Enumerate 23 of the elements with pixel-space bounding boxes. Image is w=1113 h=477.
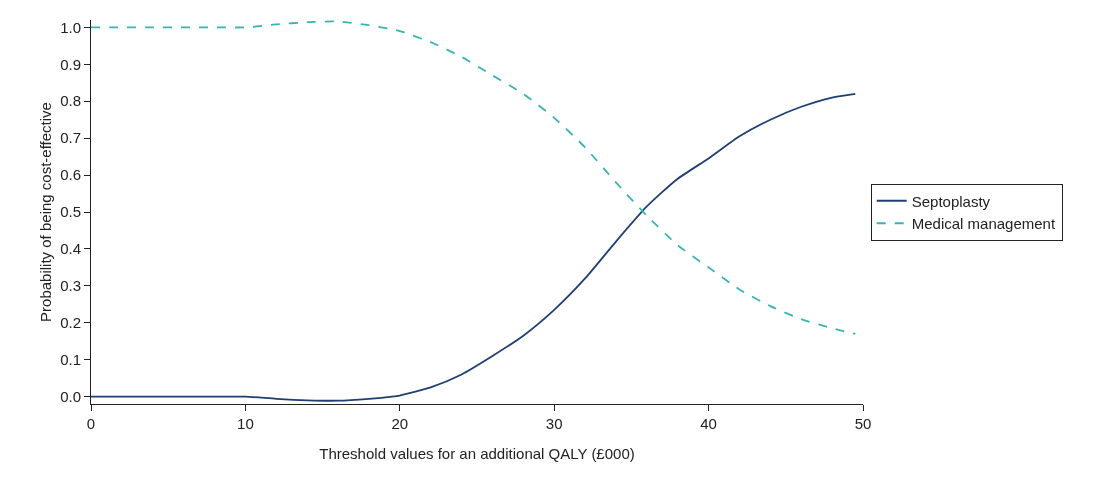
x-tick-label: 40	[700, 415, 717, 432]
line-series	[91, 92, 857, 402]
y-tick-label: 0.3	[60, 277, 81, 295]
x-tick-label: 20	[391, 415, 409, 432]
x-tick-label: 0	[86, 415, 96, 432]
x-axis-title: Threshold values for an additional QALY (£000)	[319, 445, 635, 462]
y-tick-label: 0.9	[60, 55, 81, 73]
y-tick-label: 0.8	[60, 92, 81, 110]
y-tick-label: 0.2	[60, 314, 81, 332]
y-tick-label: 0.5	[60, 203, 81, 221]
y-tick-label: 0.0	[60, 387, 81, 405]
legend-label: Medical management	[911, 215, 1056, 233]
line-series	[91, 20, 857, 335]
y-tick-label: 0.4	[60, 240, 81, 258]
legend-label: Septoplasty	[911, 192, 991, 210]
y-tick-label: 0.7	[60, 129, 81, 147]
y-tick-label: 0.6	[60, 166, 81, 184]
y-tick-label: 0.1	[60, 350, 81, 368]
y-axis-title: Probability of being cost-effective	[37, 102, 54, 322]
y-tick-label: 1.0	[60, 18, 81, 36]
x-tick-label: 50	[854, 415, 872, 432]
x-tick-label: 30	[545, 415, 563, 432]
x-tick-label: 10	[237, 415, 254, 432]
